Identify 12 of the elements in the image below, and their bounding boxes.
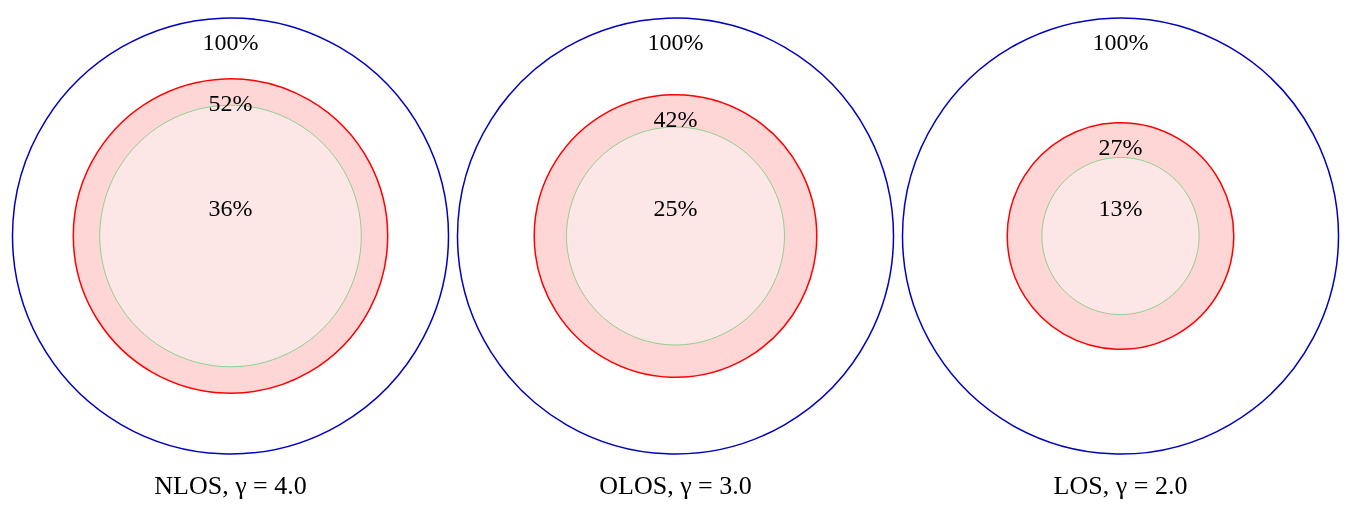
data-label: 42%: [653, 105, 698, 132]
data-label: 100%: [647, 29, 704, 55]
text: OLOS, γ = 3.0: [599, 470, 752, 500]
data-label: 100%: [1092, 29, 1149, 55]
data-label: 36%: [208, 195, 253, 221]
text: NLOS, γ = 4.0: [154, 470, 307, 500]
data-label: 27%: [1098, 133, 1143, 160]
data-label: 100%: [202, 29, 259, 55]
text: LOS, γ = 2.0: [1053, 470, 1188, 500]
data-label: 25%: [653, 195, 698, 221]
data-label: 13%: [1098, 195, 1143, 221]
data-label: 52%: [208, 89, 253, 116]
